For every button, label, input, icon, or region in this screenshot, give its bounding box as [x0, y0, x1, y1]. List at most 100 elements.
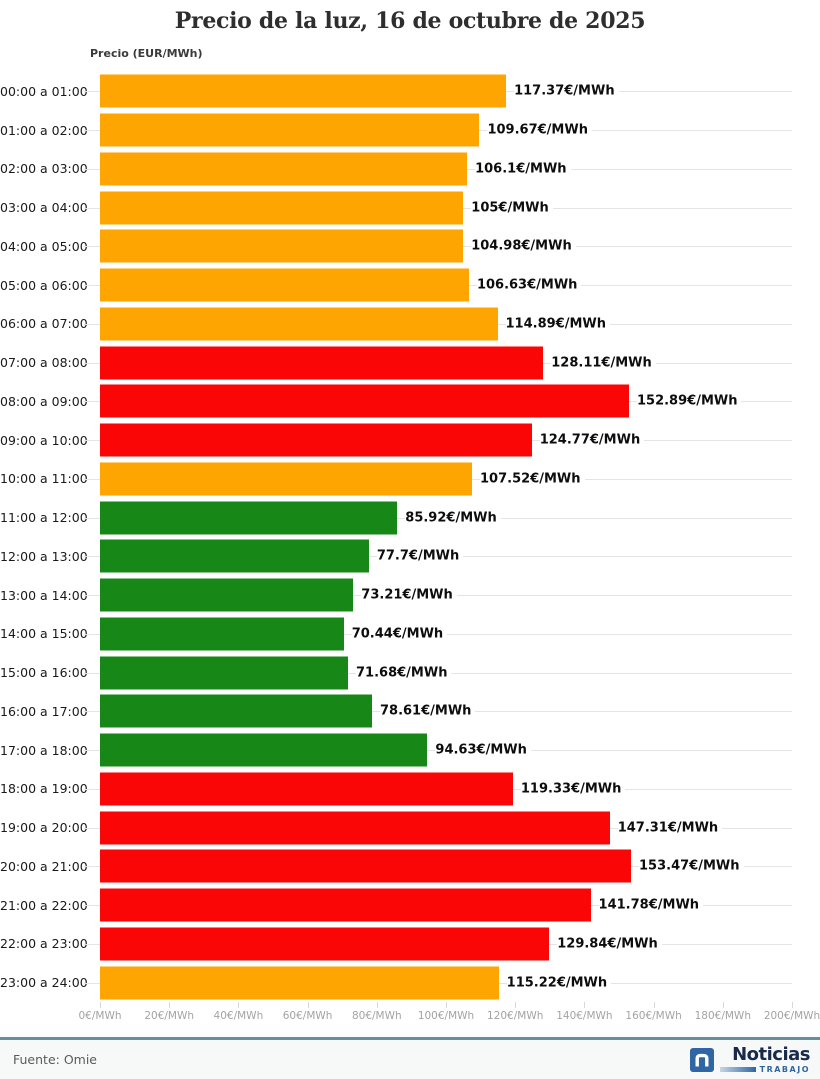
x-axis-tick-label: 200€/MWh — [763, 1010, 820, 1022]
hour-range-label: 12:00 a 13:00 — [0, 548, 88, 564]
bar-row: 00:00 a 01:00 117.37€/MWh — [0, 72, 820, 111]
x-axis-tick — [515, 1002, 517, 1008]
price-value-label: 70.44€/MWh — [351, 625, 448, 643]
price-bar — [100, 927, 550, 961]
y-axis-unit-label: Precio (EUR/MWh) — [90, 47, 203, 60]
x-axis-tick — [792, 1002, 793, 1008]
bar-row: 22:00 a 23:00 129.84€/MWh — [0, 925, 820, 964]
bar-row: 05:00 a 06:00 106.63€/MWh — [0, 266, 820, 305]
bar-track: 124.77€/MWh — [84, 421, 792, 460]
price-value-label: 85.92€/MWh — [405, 509, 501, 527]
x-axis-tick-label: 100€/MWh — [417, 1010, 475, 1022]
price-bar — [100, 229, 464, 263]
hour-range-label: 20:00 a 21:00 — [0, 858, 88, 874]
price-value-label: 152.89€/MWh — [636, 392, 742, 410]
price-value-label: 119.33€/MWh — [520, 780, 626, 798]
price-bar — [100, 772, 513, 806]
x-axis-tick — [722, 1002, 724, 1008]
price-bar — [100, 617, 344, 651]
bar-track: 77.7€/MWh — [84, 537, 792, 576]
price-value-label: 117.37€/MWh — [514, 82, 619, 100]
hour-range-label: 01:00 a 02:00 — [0, 122, 88, 138]
price-value-label: 106.1€/MWh — [475, 160, 571, 178]
price-value-label: 78.61€/MWh — [379, 702, 476, 720]
bar-track: 78.61€/MWh — [84, 692, 792, 731]
price-value-label: 147.31€/MWh — [617, 819, 723, 837]
x-axis: 0€/MWh 20€/MWh 40€/MWh 60€/MWh 80€/MWh 100€/M… — [79, 1002, 820, 1028]
bar-row: 04:00 a 05:00 104.98€/MWh — [0, 227, 820, 266]
price-value-label: 128.11€/MWh — [551, 354, 656, 372]
noticias-trabajo-logo: Noticias TRABAJO — [689, 1045, 810, 1074]
bar-track: 104.98€/MWh — [84, 227, 792, 266]
price-value-label: 141.78€/MWh — [598, 896, 704, 914]
price-value-label: 129.84€/MWh — [557, 935, 662, 953]
hour-range-label: 14:00 a 15:00 — [0, 626, 88, 642]
logo-gradient-bar — [719, 1066, 756, 1072]
x-axis-tick-label: 20€/MWh — [144, 1010, 195, 1022]
x-axis-tick — [169, 1002, 171, 1008]
price-bar — [100, 423, 532, 457]
hour-range-label: 02:00 a 03:00 — [0, 161, 88, 177]
price-value-label: 104.98€/MWh — [471, 237, 576, 255]
hour-range-label: 00:00 a 01:00 — [0, 83, 88, 99]
price-bar — [100, 501, 398, 535]
bar-row: 23:00 a 24:00 115.22€/MWh — [0, 963, 820, 1002]
price-bar — [100, 733, 428, 767]
price-value-label: 106.63€/MWh — [476, 276, 582, 294]
hour-range-label: 11:00 a 12:00 — [0, 510, 88, 526]
hour-range-label: 05:00 a 06:00 — [0, 277, 88, 293]
bar-track: 106.63€/MWh — [84, 266, 792, 305]
bar-track: 70.44€/MWh — [84, 615, 792, 654]
bar-row: 20:00 a 21:00 153.47€/MWh — [0, 847, 820, 886]
price-bar — [100, 268, 469, 302]
hourly-price-bar-chart: 00:00 a 01:00 117.37€/MWh 01:00 a 02:00 109… — [0, 72, 820, 1002]
x-axis-tick — [100, 1002, 101, 1008]
price-bar — [100, 539, 369, 573]
price-bar — [100, 656, 348, 690]
bar-track: 119.33€/MWh — [84, 770, 792, 809]
hour-range-label: 19:00 a 20:00 — [0, 820, 88, 836]
price-bar — [100, 578, 354, 612]
bar-track: 94.63€/MWh — [84, 731, 792, 770]
bar-row: 08:00 a 09:00 152.89€/MWh — [0, 382, 820, 421]
bar-row: 06:00 a 07:00 114.89€/MWh — [0, 305, 820, 344]
x-axis-tick-label: 40€/MWh — [213, 1010, 264, 1022]
price-bar — [100, 811, 610, 845]
bar-track: 85.92€/MWh — [84, 498, 792, 537]
price-value-label: 105€/MWh — [471, 199, 553, 217]
hour-range-label: 03:00 a 04:00 — [0, 200, 88, 216]
x-axis-tick-label: 160€/MWh — [625, 1010, 682, 1022]
price-bar — [100, 307, 498, 341]
price-value-label: 114.89€/MWh — [505, 315, 611, 333]
x-axis-tick-label: 80€/MWh — [351, 1010, 402, 1022]
bar-track: 106.1€/MWh — [84, 150, 792, 189]
price-bar — [100, 966, 499, 1000]
bar-track: 114.89€/MWh — [84, 305, 792, 344]
bar-track: 105€/MWh — [84, 188, 792, 227]
price-bar — [100, 346, 544, 380]
logo-n-icon — [689, 1047, 714, 1072]
hour-range-label: 06:00 a 07:00 — [0, 316, 88, 332]
bar-track: 128.11€/MWh — [84, 343, 792, 382]
hour-range-label: 07:00 a 08:00 — [0, 355, 88, 371]
x-axis-tick — [238, 1002, 240, 1008]
price-value-label: 124.77€/MWh — [539, 431, 645, 449]
price-bar — [100, 888, 591, 922]
hour-range-label: 17:00 a 18:00 — [0, 742, 88, 758]
bar-track: 147.31€/MWh — [84, 808, 792, 847]
page-title: Precio de la luz, 16 de octubre de 2025 — [174, 8, 646, 34]
bar-track: 152.89€/MWh — [84, 382, 792, 421]
bar-track: 109.67€/MWh — [84, 111, 792, 150]
bar-track: 153.47€/MWh — [84, 847, 792, 886]
price-bar — [100, 152, 468, 186]
price-value-label: 94.63€/MWh — [435, 741, 531, 759]
bar-row: 16:00 a 17:00 78.61€/MWh — [0, 692, 820, 731]
bar-row: 09:00 a 10:00 124.77€/MWh — [0, 421, 820, 460]
footer-bar: Fuente: Omie Noticias TRABAJO — [0, 1037, 820, 1079]
bar-row: 07:00 a 08:00 128.11€/MWh — [0, 343, 820, 382]
x-axis-tick-label: 120€/MWh — [487, 1010, 544, 1022]
price-bar — [100, 849, 631, 883]
hour-range-label: 16:00 a 17:00 — [0, 703, 88, 719]
hour-range-label: 09:00 a 10:00 — [0, 432, 88, 448]
bar-track: 71.68€/MWh — [84, 653, 792, 692]
